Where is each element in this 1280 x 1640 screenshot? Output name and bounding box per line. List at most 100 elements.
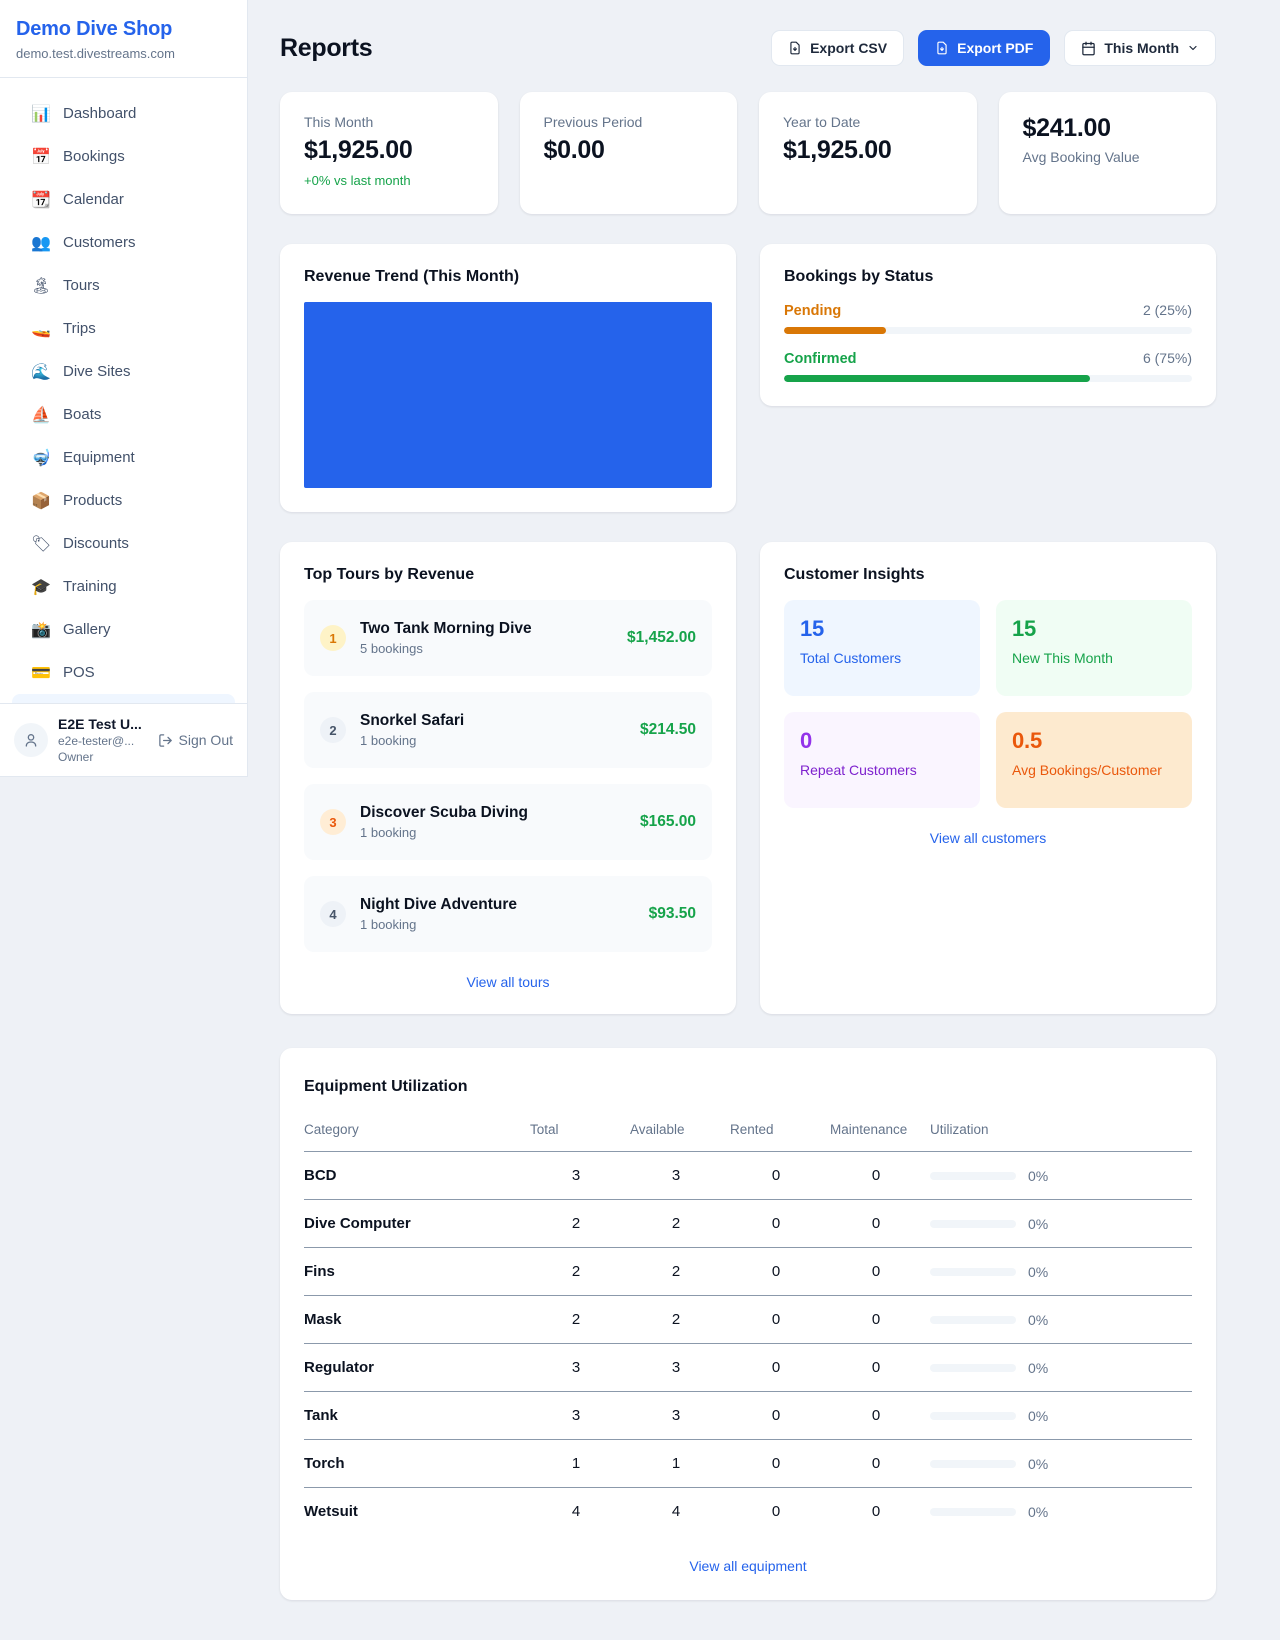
tour-name: Night Dive Adventure bbox=[360, 896, 518, 913]
cell-available: 3 bbox=[630, 1343, 730, 1392]
period-dropdown[interactable]: This Month bbox=[1064, 30, 1216, 66]
col-total: Total bbox=[530, 1114, 630, 1152]
tile-new-this-month: 15 New This Month bbox=[996, 600, 1192, 696]
col-available: Available bbox=[630, 1114, 730, 1152]
sidebar-item-bookings[interactable]: 📅 Bookings bbox=[0, 135, 247, 178]
sidebar-item-label: Discounts bbox=[63, 535, 129, 552]
sidebar-item-label: Dive Sites bbox=[63, 363, 131, 380]
table-row: Regulator 3 3 0 0 0% bbox=[304, 1343, 1192, 1392]
charts-row: Revenue Trend (This Month) Bookings by S… bbox=[280, 244, 1216, 512]
revenue-bar bbox=[304, 302, 712, 488]
cell-maintenance: 0 bbox=[830, 1151, 930, 1200]
rank-badge: 3 bbox=[320, 809, 346, 835]
sidebar-item-label: Calendar bbox=[63, 191, 124, 208]
table-header-row: Category Total Available Rented Maintena… bbox=[304, 1114, 1192, 1152]
cell-category: Dive Computer bbox=[304, 1199, 530, 1248]
cell-available: 2 bbox=[630, 1295, 730, 1344]
sidebar-item-reports-partial[interactable] bbox=[12, 694, 235, 703]
sidebar-header: Demo Dive Shop demo.test.divestreams.com bbox=[0, 0, 247, 78]
cell-maintenance: 0 bbox=[830, 1391, 930, 1440]
export-csv-label: Export CSV bbox=[810, 40, 888, 56]
utilization-label: 0% bbox=[1028, 1455, 1049, 1472]
cell-total: 4 bbox=[571, 1503, 581, 1521]
cell-maintenance: 0 bbox=[830, 1295, 930, 1344]
sidebar-item-label: Boats bbox=[63, 406, 102, 423]
sidebar-item-training[interactable]: 🎓 Training bbox=[0, 565, 247, 608]
stat-label: This Month bbox=[304, 114, 374, 130]
bookings-by-status-title: Bookings by Status bbox=[784, 268, 934, 285]
sidebar-item-calendar[interactable]: 📆 Calendar bbox=[0, 178, 247, 221]
user-name: E2E Test U... bbox=[58, 716, 142, 732]
equipment-table: Category Total Available Rented Maintena… bbox=[304, 1114, 1192, 1536]
stat-card-this-month: This Month $1,925.00 +0% vs last month bbox=[280, 92, 498, 214]
cell-rented: 0 bbox=[730, 1295, 830, 1344]
tour-revenue: $1,452.00 bbox=[627, 629, 696, 646]
export-pdf-label: Export PDF bbox=[957, 40, 1034, 56]
cell-rented: 0 bbox=[730, 1391, 830, 1440]
header-actions: Export CSV Export PDF This Month bbox=[771, 30, 1216, 66]
cell-total: 1 bbox=[530, 1439, 630, 1488]
people-icon: 👥 bbox=[31, 234, 51, 252]
sidebar-item-equipment[interactable]: 🤿 Equipment bbox=[0, 436, 247, 479]
view-all-tours-link[interactable]: View all tours bbox=[466, 974, 550, 990]
cell-rented: 0 bbox=[730, 1151, 830, 1200]
sidebar-item-pos[interactable]: 💳 POS bbox=[0, 651, 247, 694]
export-csv-button[interactable]: Export CSV bbox=[771, 30, 905, 66]
page-title: Reports bbox=[280, 33, 373, 62]
tour-bookings: 1 booking bbox=[360, 733, 417, 748]
rank-badge: 1 bbox=[320, 625, 346, 651]
cell-available: 3 bbox=[630, 1151, 730, 1200]
view-all-customers-link[interactable]: View all customers bbox=[929, 830, 1047, 846]
utilization-bar-track bbox=[930, 1219, 1016, 1228]
export-pdf-button[interactable]: Export PDF bbox=[918, 30, 1051, 66]
cell-category: Torch bbox=[304, 1439, 530, 1488]
sign-out-button[interactable]: Sign Out bbox=[158, 732, 233, 748]
avatar bbox=[14, 723, 48, 757]
cell-available: 1 bbox=[630, 1439, 730, 1488]
sidebar-item-trips[interactable]: 🚤 Trips bbox=[0, 307, 247, 350]
tour-row: 4 Night Dive Adventure 1 booking $93.50 bbox=[304, 876, 712, 952]
sailboat-icon: ⛵ bbox=[31, 406, 51, 424]
logout-icon bbox=[158, 733, 172, 747]
sidebar-item-label: Tours bbox=[63, 277, 100, 294]
tile-value: 0 bbox=[800, 728, 813, 753]
table-row: Fins 2 2 0 0 0% bbox=[304, 1247, 1192, 1296]
shop-name: Demo Dive Shop bbox=[16, 18, 173, 40]
sidebar-item-discounts[interactable]: 🏷 Discounts bbox=[0, 522, 247, 565]
user-info: E2E Test U... e2e-tester@... Owner bbox=[58, 716, 148, 764]
cell-available: 2 bbox=[630, 1247, 730, 1296]
sidebar-item-customers[interactable]: 👥 Customers bbox=[0, 221, 247, 264]
cell-total: 2 bbox=[530, 1199, 630, 1248]
status-label: Pending bbox=[784, 303, 842, 319]
graduation-cap-icon: 🎓 bbox=[31, 578, 51, 596]
tile-value: 15 bbox=[1012, 616, 1037, 641]
cell-maintenance: 0 bbox=[830, 1247, 930, 1296]
credit-card-icon: 💳 bbox=[31, 664, 51, 682]
diving-mask-icon: 🤿 bbox=[31, 449, 51, 467]
stat-value: $1,925.00 bbox=[783, 136, 892, 164]
stats-row: This Month $1,925.00 +0% vs last month P… bbox=[280, 92, 1216, 214]
sidebar-item-dive-sites[interactable]: 🌊 Dive Sites bbox=[0, 350, 247, 393]
tile-label: New This Month bbox=[1012, 650, 1113, 666]
sidebar-item-boats[interactable]: ⛵ Boats bbox=[0, 393, 247, 436]
view-all-equipment-link[interactable]: View all equipment bbox=[689, 1557, 807, 1574]
tour-row: 2 Snorkel Safari 1 booking $214.50 bbox=[304, 692, 712, 768]
cell-maintenance: 0 bbox=[830, 1343, 930, 1392]
col-utilization: Utilization bbox=[930, 1114, 1192, 1152]
sidebar-item-tours[interactable]: 🏝 Tours bbox=[0, 264, 247, 307]
sidebar-item-label: Training bbox=[63, 578, 117, 595]
status-row-confirmed: Confirmed 6 (75%) bbox=[784, 350, 1192, 382]
status-bar-fill bbox=[784, 375, 1090, 382]
status-bar-fill bbox=[784, 327, 886, 334]
cell-rented: 0 bbox=[730, 1343, 830, 1392]
rank-badge: 2 bbox=[320, 717, 346, 743]
cell-category: Mask bbox=[304, 1295, 530, 1344]
sidebar-item-gallery[interactable]: 📸 Gallery bbox=[0, 608, 247, 651]
tour-bookings: 1 booking bbox=[360, 825, 417, 840]
sidebar: Demo Dive Shop demo.test.divestreams.com… bbox=[0, 0, 248, 777]
utilization-label: 0% bbox=[1028, 1311, 1049, 1328]
sidebar-item-products[interactable]: 📦 Products bbox=[0, 479, 247, 522]
sidebar-item-label: Products bbox=[63, 492, 123, 509]
sidebar-item-dashboard[interactable]: 📊 Dashboard bbox=[0, 92, 247, 135]
calendar-date-icon: 📅 bbox=[31, 148, 51, 166]
